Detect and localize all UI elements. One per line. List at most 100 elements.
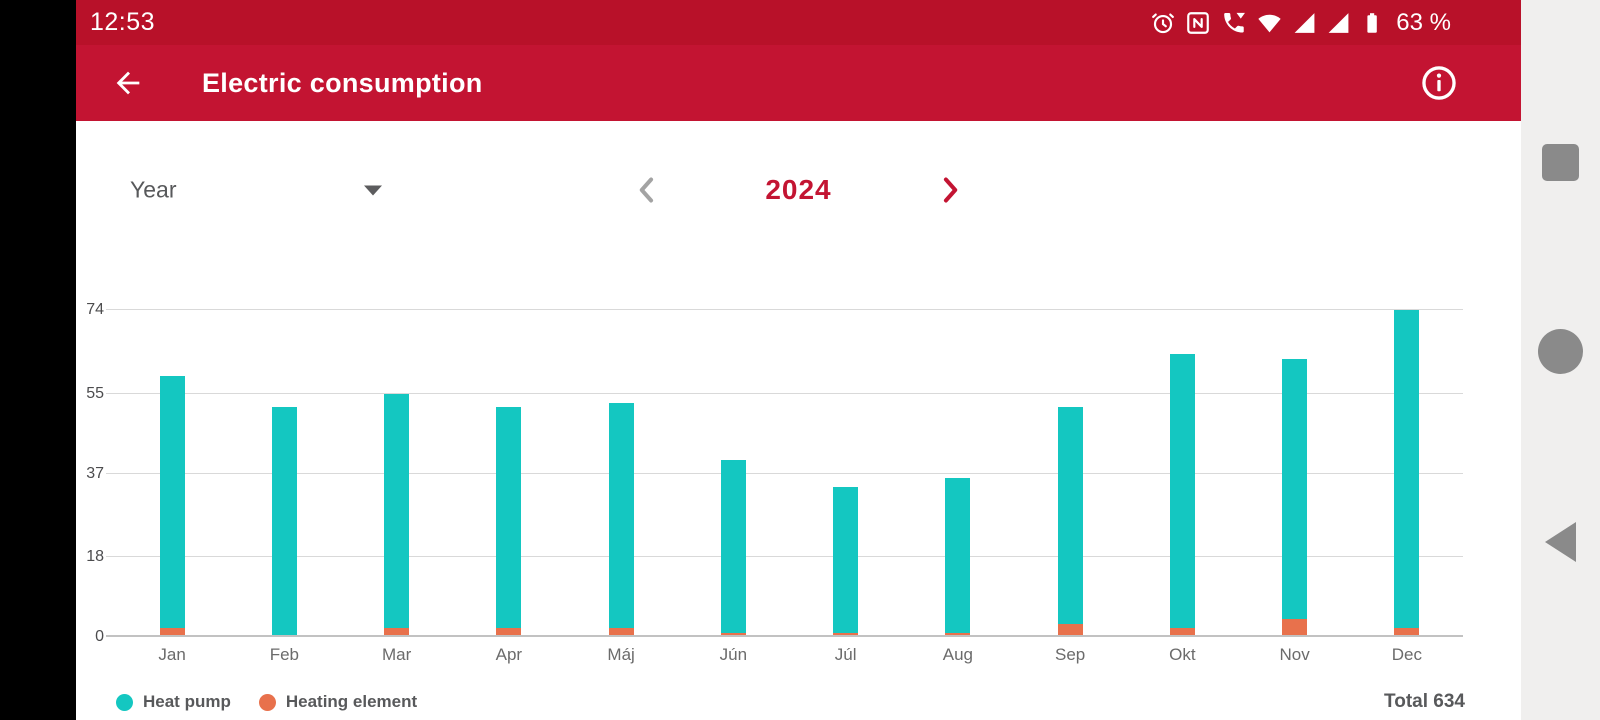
recents-button[interactable]: [1542, 144, 1579, 181]
wifi-icon: [1258, 14, 1281, 32]
bar-segment-apr-heating-element: [496, 628, 522, 637]
info-icon: [1422, 66, 1456, 100]
bar-segment-sep-heating-element: [1057, 623, 1083, 637]
bar-column-okt: [1126, 310, 1238, 637]
gridline-55: [106, 392, 1463, 394]
wifi-calling-icon: [1224, 12, 1246, 33]
bar-sep[interactable]: [1057, 407, 1083, 637]
x-label-jun: Jún: [719, 645, 748, 664]
chevron-down-icon: [364, 185, 382, 195]
y-tick-label-18: 18: [86, 548, 104, 566]
bars-row: [116, 310, 1463, 637]
period-select[interactable]: Year: [130, 177, 388, 204]
back-button[interactable]: [106, 61, 150, 105]
heat-pump-dot-icon: [116, 693, 133, 711]
legend-item-heating-element: Heating element: [258, 692, 418, 712]
total-label: Total: [1384, 691, 1429, 712]
bar-segment-sep-heat-pump: [1057, 407, 1083, 624]
bar-apr[interactable]: [496, 407, 522, 637]
status-icons: 63 %: [1150, 9, 1451, 37]
bar-jun[interactable]: [720, 460, 746, 637]
bar-column-maj: [565, 310, 677, 637]
x-label-jul: Júl: [834, 645, 857, 664]
bar-segment-mar-heating-element: [384, 628, 410, 637]
bar-segment-nov-heat-pump: [1282, 358, 1308, 620]
bar-segment-nov-heating-element: [1282, 619, 1308, 637]
android-nav-bar: [1521, 0, 1600, 720]
bar-segment-mar-heat-pump: [384, 393, 410, 629]
info-button[interactable]: [1415, 59, 1463, 107]
x-label-apr: Apr: [495, 645, 523, 664]
bar-aug[interactable]: [945, 477, 971, 637]
nfc-icon: [1187, 11, 1210, 34]
x-label-maj: Máj: [607, 645, 635, 664]
bar-feb[interactable]: [271, 407, 297, 637]
bar-segment-maj-heat-pump: [608, 402, 634, 629]
bar-column-mar: [341, 310, 453, 637]
left-letterbox-strip: [0, 0, 76, 720]
bar-okt[interactable]: [1169, 354, 1195, 637]
bar-segment-feb-heat-pump: [271, 407, 297, 637]
bar-segment-jun-heat-pump: [720, 460, 746, 633]
home-button[interactable]: [1538, 329, 1583, 374]
bar-column-sep: [1014, 310, 1126, 637]
x-label-feb: Feb: [269, 645, 300, 664]
legend-item-heat-pump: Heat pump: [116, 692, 231, 712]
bar-column-jan: [116, 310, 228, 637]
bar-segment-jun-heating-element: [720, 632, 746, 637]
gridline-18: [106, 556, 1463, 558]
bar-segment-okt-heating-element: [1169, 628, 1195, 637]
heating-element-dot-icon: [258, 693, 276, 711]
battery-percent-text: 63 %: [1396, 8, 1451, 36]
bar-segment-dec-heating-element: [1394, 628, 1420, 637]
status-bar: 12:53: [76, 0, 1521, 45]
bar-segment-jul-heating-element: [833, 632, 859, 637]
x-axis-labels: Jan Feb Mar Apr Máj Jún Júl Aug Sep Okt Nov Dec: [116, 645, 1463, 665]
app-header: Electric consumption: [76, 45, 1521, 121]
alarm-icon: [1152, 12, 1175, 33]
y-tick-label-55: 55: [86, 384, 104, 402]
chart-footer: Heat pump Heating element Total 634: [116, 691, 1465, 713]
next-year-button[interactable]: [930, 170, 970, 210]
bar-segment-okt-heat-pump: [1169, 354, 1195, 629]
bar-column-nov: [1239, 310, 1351, 637]
bar-jan[interactable]: [159, 376, 185, 637]
y-tick-label-37: 37: [86, 464, 104, 482]
bar-segment-maj-heating-element: [608, 628, 634, 637]
prev-year-button[interactable]: [627, 170, 667, 210]
bar-nov[interactable]: [1282, 358, 1308, 637]
x-label-nov: Nov: [1279, 645, 1310, 664]
y-tick-label-0: 0: [95, 628, 104, 645]
x-label-aug: Aug: [942, 645, 973, 664]
bar-column-aug: [902, 310, 1014, 637]
bar-dec[interactable]: [1394, 310, 1420, 637]
bar-column-jun: [677, 310, 789, 637]
x-label-sep: Sep: [1055, 645, 1086, 664]
legend: Heat pump Heating element: [116, 692, 417, 712]
total-value: 634: [1433, 691, 1465, 712]
bar-segment-jul-heat-pump: [833, 486, 859, 633]
chevron-right-icon: [944, 177, 958, 203]
bar-column-apr: [453, 310, 565, 637]
bar-segment-jan-heat-pump: [159, 376, 185, 629]
bar-column-jul: [790, 310, 902, 637]
bar-maj[interactable]: [608, 402, 634, 637]
bar-segment-aug-heat-pump: [945, 477, 971, 633]
gridline-37: [106, 472, 1463, 474]
legend-label: Heating element: [285, 692, 418, 711]
chart-plot: 0 18 37 55 74: [86, 301, 1463, 645]
y-tick-label-74: 74: [86, 301, 104, 318]
battery-icon: [1367, 12, 1378, 33]
bar-jul[interactable]: [833, 486, 859, 637]
bar-mar[interactable]: [384, 393, 410, 637]
nav-back-button[interactable]: [1545, 522, 1576, 562]
bar-segment-aug-heating-element: [945, 632, 971, 637]
period-select-value: Year: [130, 176, 177, 203]
x-label-mar: Mar: [381, 645, 412, 664]
bar-column-feb: [228, 310, 340, 637]
x-label-dec: Dec: [1391, 645, 1422, 664]
year-label: 2024: [765, 174, 832, 205]
page-title: Electric consumption: [202, 67, 483, 98]
app-window: 12:53: [76, 0, 1521, 720]
x-label-jan: Jan: [158, 645, 186, 664]
